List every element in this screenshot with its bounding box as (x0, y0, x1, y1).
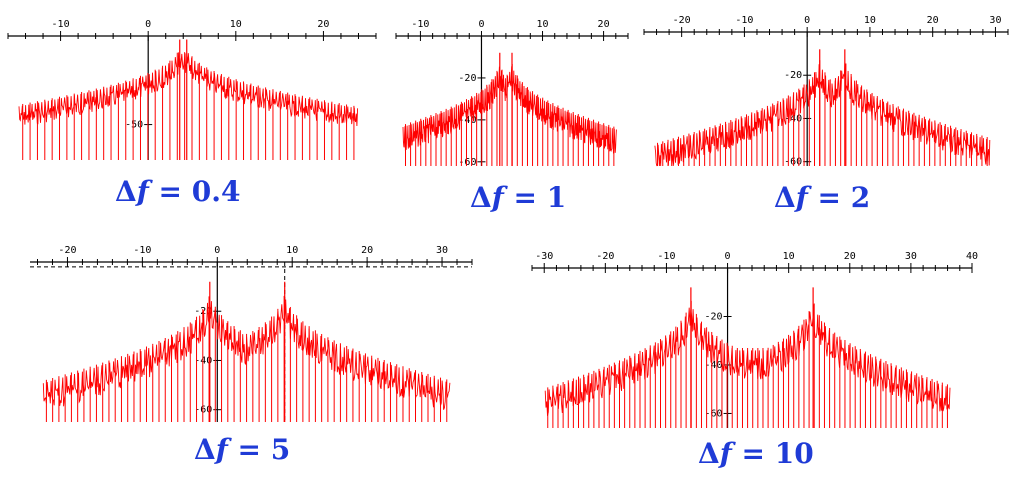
x-tick-label: 30 (989, 15, 1001, 26)
y-tick-label: -40 (704, 360, 722, 371)
x-tick-label: 20 (317, 19, 329, 30)
x-tick-label: 0 (725, 251, 731, 262)
x-tick-label: -10 (133, 245, 151, 256)
x-tick-label: 20 (844, 251, 856, 262)
x-tick-label: 20 (927, 15, 939, 26)
caption-2: Δf = 2 (774, 181, 871, 214)
panel-0: -10 0 10 20 -50 (7, 19, 377, 160)
x-tick-label: 0 (478, 19, 484, 30)
y-tick-label: -40 (458, 115, 476, 126)
x-tick-label: 20 (598, 19, 610, 30)
caption-1: Δf = 1 (470, 181, 567, 214)
x-tick-label: -20 (596, 251, 614, 262)
x-tick-label: -10 (657, 251, 675, 262)
x-tick-label: 10 (537, 19, 549, 30)
caption-0: Δf = 0.4 (115, 175, 241, 208)
x-tick-label: 0 (145, 19, 151, 30)
x-tick-label: 10 (864, 15, 876, 26)
x-tick-label: 10 (286, 245, 298, 256)
x-tick-label: -10 (52, 19, 70, 30)
x-tick-label: -20 (673, 15, 691, 26)
spectrum-trace-0 (18, 52, 359, 127)
y-tick-label: -60 (458, 157, 476, 168)
x-tick-label: 0 (804, 15, 810, 26)
y-tick-label: -20 (458, 73, 476, 84)
x-tick-label: 20 (361, 245, 373, 256)
x-tick-label: -20 (58, 245, 76, 256)
x-tick-label: 30 (905, 251, 917, 262)
x-tick-label: 30 (436, 245, 448, 256)
y-tick-label: -60 (704, 408, 722, 419)
x-tick-label: 0 (214, 245, 220, 256)
panel-1: -10 0 10 20 -20 -40 -60 (395, 19, 629, 168)
x-tick-label: 10 (230, 19, 242, 30)
caption-3: Δf = 5 (194, 433, 291, 466)
caption-4: Δf = 10 (698, 437, 814, 470)
panel-4: -30 -20 -10 0 10 20 30 40 -20 -40 -60 (531, 251, 978, 428)
spectrum-trace-1 (402, 66, 617, 154)
x-tick-label: -10 (411, 19, 429, 30)
y-tick-label: -20 (704, 311, 722, 322)
spectrum-trace-2 (654, 62, 991, 167)
y-tick-label: -20 (784, 70, 802, 81)
x-tick-label: 40 (966, 251, 978, 262)
x-tick-label: 10 (783, 251, 795, 262)
x-tick-label: -30 (535, 251, 553, 262)
x-tick-label: -10 (735, 15, 753, 26)
y-tick-label: -50 (125, 120, 143, 131)
